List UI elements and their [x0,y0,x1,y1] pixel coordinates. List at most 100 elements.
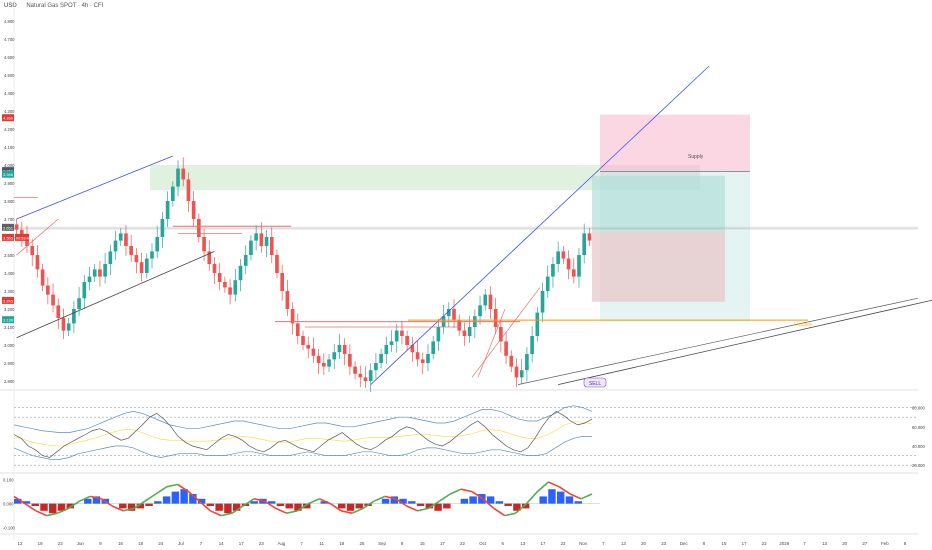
candle-body [426,354,430,363]
target-zone-inner [592,175,725,232]
trendline [471,287,541,378]
macd-line-segment [438,493,451,502]
candle-body [223,282,227,288]
countdown-label: 00:53:42 [16,236,31,240]
macd-histogram-bar [22,501,31,504]
time-tick-label: 17 [541,541,546,546]
candle-body [129,246,133,255]
candle-body [457,319,462,331]
candle-body [467,327,472,336]
time-tick-label: Jun [77,541,85,546]
macd-line-segment [242,498,255,507]
candle-body [525,354,529,371]
candle-body [82,282,87,299]
macd-histogram-bar [119,503,127,509]
macd-line-segment [319,498,331,505]
candle-body [197,219,201,237]
candle-body [285,291,290,309]
macd-histogram-bar [381,498,390,504]
candle-body [228,287,232,295]
time-tick-label: 9 [99,541,102,546]
time-tick-label: 7 [300,541,303,546]
time-tick-label: 16 [118,541,123,546]
price-tick-label: 3.400 [4,271,15,276]
trendline [517,297,919,385]
price-tick-label: 3.300 [4,289,15,294]
macd-histogram-bar [338,503,346,509]
candle-body [113,240,118,252]
time-tick-label: 22 [762,541,767,546]
price-tick-label: 3.900 [4,181,15,186]
candle-body [551,264,555,277]
candle-body [19,229,24,237]
candle-body [452,309,456,320]
candle-body [92,269,97,277]
candle-body [519,370,524,378]
candle-body [51,294,55,306]
macd-line-segment [100,498,113,507]
time-tick-label: Dec [680,541,689,546]
candle-body [77,298,81,309]
macd-histogram-bar [40,503,48,511]
macd-histogram-bar [136,503,145,509]
macd-histogram-bar [180,489,188,504]
macd-line-segment [558,486,571,495]
price-tick-label: 4.200 [4,127,15,132]
candle-body [306,345,311,349]
macd-line-segment [515,502,528,514]
macd-line-segment [35,510,48,517]
time-tick-label: Aug [278,541,286,546]
candle-body [66,323,71,331]
candle-body [155,237,160,252]
candle-body [577,255,581,277]
candle-body [118,233,123,241]
macd-histogram-bar [416,503,425,506]
time-tick-label: 6 [502,541,505,546]
price-tick-label: 3.000 [4,343,15,348]
candle-body [176,168,180,187]
macd-line-segment [493,507,506,517]
macd-line-segment [580,493,593,500]
macd-tick-label: -0.100 [3,526,16,531]
price-badge-label: 3.651 [3,225,14,230]
candle-body [134,255,139,263]
candle-body [431,341,436,354]
candle-body [181,168,186,180]
candle-body [530,336,534,354]
price-badge [2,233,14,241]
macd-line-segment [406,505,418,512]
candle-body [420,359,425,363]
candle-body [400,330,404,336]
price-tick-label: 4.300 [4,109,15,114]
macd-line-segment [253,498,266,502]
trendline [370,65,710,385]
candle-body [139,262,144,273]
price-tick-label: 4.600 [4,55,15,60]
macd-histogram-bar [408,501,416,504]
macd-line-segment [155,486,168,495]
price-badge [2,316,14,324]
macd-histogram-bar [215,503,223,511]
macd-histogram-bar [250,501,258,504]
macd-line-segment [231,505,244,514]
candle-body [186,179,191,201]
macd-histogram-bar [346,503,355,511]
candle-body [368,370,373,381]
candle-body [535,312,540,336]
candle-body [540,291,545,313]
price-badge [2,170,14,178]
candle-body [379,354,383,363]
candle-body [87,276,92,282]
candle-body [160,219,165,237]
macd-line-segment [198,500,211,512]
time-tick-label: 17 [239,541,244,546]
candle-body [488,294,493,309]
macd-line-segment [384,495,396,500]
candle-body [410,345,415,353]
candle-body [509,355,514,367]
candle-body [207,251,212,264]
macd-histogram-bar [486,496,495,504]
time-tick-label: 13 [520,541,525,546]
time-tick-label: 13 [621,541,626,546]
